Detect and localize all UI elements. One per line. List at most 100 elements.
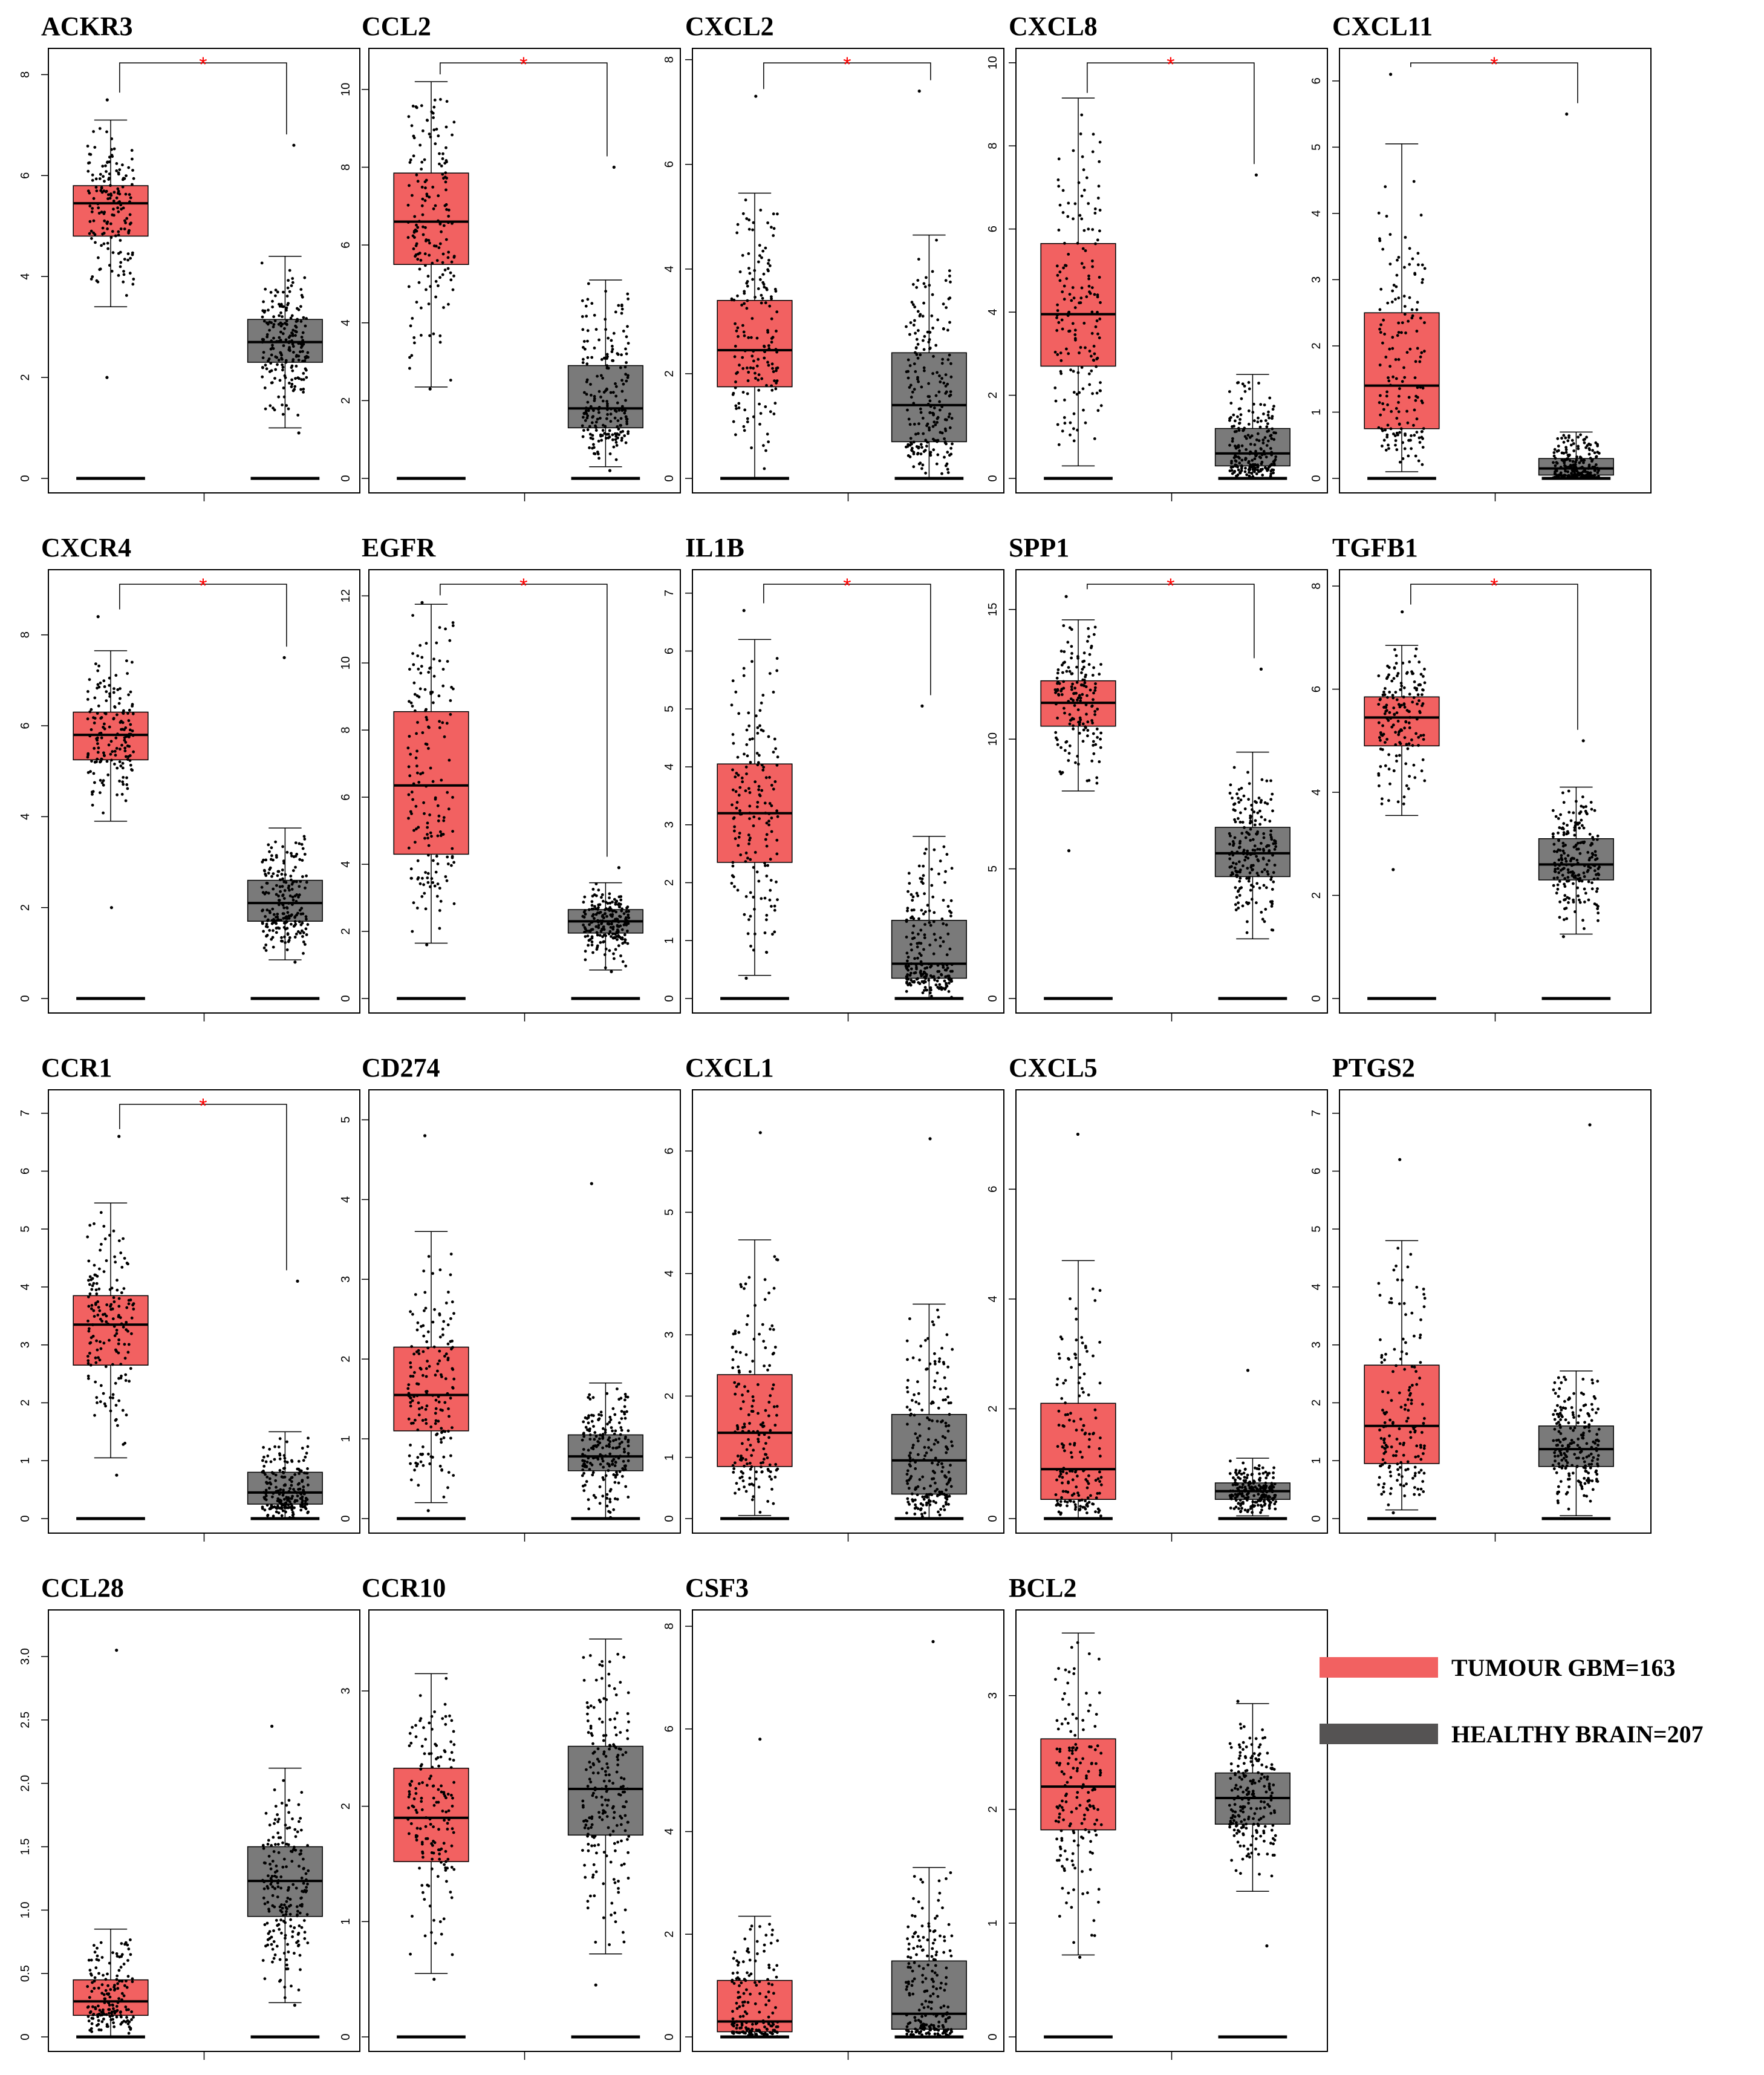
healthy-point — [607, 1510, 610, 1513]
healthy-point — [1589, 471, 1592, 475]
y-tick-label: 2 — [19, 1399, 32, 1406]
tumour-point — [1418, 360, 1422, 363]
healthy-point — [1574, 874, 1577, 878]
healthy-point — [945, 985, 949, 988]
healthy-point — [1273, 848, 1277, 851]
healthy-point — [1274, 842, 1277, 845]
y-tick-label: 6 — [339, 794, 353, 801]
tumour-point — [747, 227, 751, 231]
healthy-point — [604, 290, 607, 293]
significance-bracket — [440, 62, 608, 157]
tumour-point — [1413, 376, 1417, 379]
tumour-point — [417, 876, 420, 879]
healthy-point — [295, 325, 298, 329]
healthy-point — [1249, 839, 1252, 842]
y-tick-label: 8 — [663, 56, 676, 63]
healthy-point — [943, 427, 947, 431]
tumour-point — [102, 754, 106, 757]
tumour-point — [731, 861, 735, 864]
tumour-point — [1085, 176, 1089, 180]
healthy-point — [1237, 860, 1241, 864]
healthy-point — [943, 455, 946, 459]
healthy-point — [284, 1510, 287, 1514]
healthy-point — [1552, 884, 1555, 887]
tumour-point — [432, 207, 435, 210]
healthy-point — [1251, 808, 1254, 812]
healthy-point — [619, 954, 622, 957]
healthy-point — [951, 442, 954, 446]
healthy-point — [1557, 445, 1560, 448]
tumour-group — [73, 1135, 149, 1520]
tumour-point — [447, 1291, 450, 1294]
tumour-point — [1410, 738, 1413, 741]
tumour-point — [1096, 197, 1100, 200]
healthy-point — [1571, 460, 1575, 463]
tumour-point — [409, 1444, 412, 1447]
healthy-point — [278, 314, 281, 318]
tumour-point — [1405, 351, 1409, 354]
healthy-point — [1249, 827, 1252, 831]
tumour-group — [1364, 610, 1440, 1000]
healthy-point — [608, 901, 612, 905]
healthy-point — [1263, 466, 1267, 469]
tumour-point — [117, 233, 120, 237]
healthy-point — [946, 932, 950, 936]
healthy-point — [604, 912, 607, 915]
tumour-point — [412, 230, 416, 234]
tumour-point — [426, 1360, 429, 1363]
tumour-point — [96, 736, 99, 740]
healthy-point — [282, 906, 286, 910]
tumour-point — [1079, 296, 1083, 300]
tumour-point — [131, 282, 135, 286]
healthy-point — [288, 1478, 291, 1482]
tumour-point — [93, 1413, 96, 1417]
healthy-point — [287, 279, 290, 282]
healthy-point — [619, 424, 622, 427]
healthy-point — [929, 923, 932, 927]
healthy-point — [267, 871, 270, 875]
tumour-point — [443, 1355, 446, 1358]
tumour-point — [98, 1358, 102, 1362]
tumour-point — [113, 749, 117, 753]
healthy-point — [1552, 454, 1556, 458]
tumour-point — [745, 1448, 749, 1451]
healthy-point — [1581, 824, 1584, 827]
tumour-point — [421, 197, 425, 201]
tumour-point — [102, 1392, 105, 1395]
tumour-outlier-point — [754, 94, 758, 98]
tumour-point — [748, 817, 751, 820]
healthy-point — [1590, 807, 1593, 811]
healthy-point — [1570, 438, 1574, 442]
tumour-point — [119, 1316, 122, 1320]
tumour-point — [129, 196, 132, 200]
healthy-point — [1238, 407, 1242, 411]
healthy-point — [303, 359, 307, 362]
tumour-point — [432, 128, 436, 132]
tumour-point — [1399, 427, 1403, 431]
healthy-point — [1572, 449, 1576, 452]
healthy-point — [270, 846, 273, 850]
tumour-point — [116, 688, 120, 691]
healthy-point — [600, 358, 604, 361]
healthy-point — [619, 1396, 623, 1400]
healthy-point — [1250, 804, 1253, 807]
tumour-point — [105, 130, 108, 134]
tumour-point — [416, 771, 419, 775]
healthy-point — [294, 922, 298, 926]
tumour-point — [438, 1359, 441, 1363]
healthy-point — [260, 261, 264, 265]
healthy-point — [284, 360, 288, 364]
tumour-point — [735, 806, 738, 810]
tumour-point — [1387, 376, 1390, 379]
healthy-point — [292, 1488, 295, 1491]
y-tick-label: 4 — [19, 273, 32, 280]
healthy-point — [1567, 901, 1570, 904]
tumour-point — [437, 1419, 440, 1423]
healthy-point — [597, 411, 600, 414]
healthy-point — [1566, 876, 1570, 879]
tumour-point — [446, 256, 450, 259]
healthy-point — [291, 360, 295, 363]
healthy-point — [301, 1480, 304, 1484]
healthy-point — [279, 330, 282, 334]
